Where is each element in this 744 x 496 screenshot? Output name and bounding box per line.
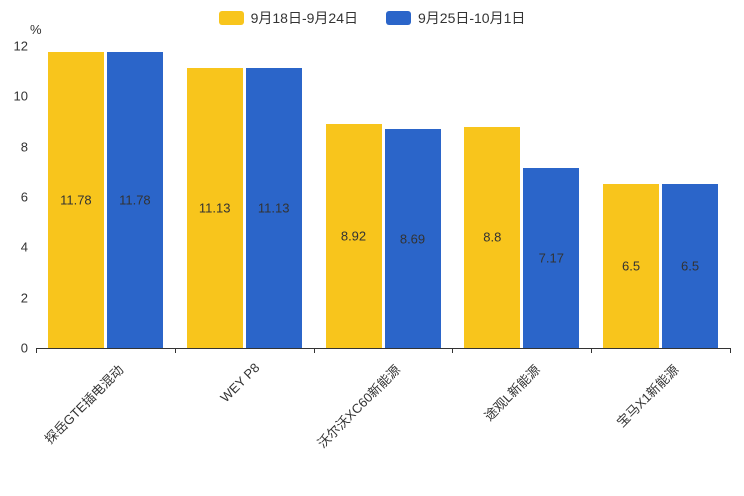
- legend-label: 9月18日-9月24日: [250, 10, 358, 26]
- x-category-label: 沃尔沃XC60新能源: [314, 362, 404, 451]
- bar-series2-cat4: 7.17: [523, 167, 580, 348]
- x-axis-tick: [591, 348, 593, 353]
- bar-series2-cat3: 8.69: [384, 129, 441, 348]
- y-tick-label: 12: [13, 38, 28, 54]
- y-tick-label: 8: [20, 139, 28, 155]
- legend: 9月18日-9月24日 9月25日-10月1日: [0, 8, 744, 28]
- legend-label: 9月25日-10月1日: [418, 10, 526, 26]
- legend-item-2[interactable]: 9月25日-10月1日: [386, 8, 525, 28]
- bar-value-label: 8.92: [340, 228, 367, 244]
- x-axis-tick: [36, 348, 37, 353]
- bar-series2-cat2: 11.13: [245, 67, 302, 348]
- bar-value-label: 7.17: [538, 250, 564, 266]
- x-axis-line: [36, 348, 730, 349]
- y-tick-label: 2: [20, 290, 28, 306]
- bar-series1-cat4: 8.8: [464, 126, 521, 348]
- x-axis-tick: [730, 348, 731, 353]
- y-tick-label: 10: [13, 88, 28, 104]
- y-tick-label: 6: [20, 189, 28, 205]
- bar-value-label: 8.69: [399, 231, 426, 247]
- bar-series2-cat1: 11.78: [106, 51, 163, 348]
- bar-value-label: 11.13: [198, 200, 231, 216]
- bar-series1-cat1: 11.78: [47, 51, 104, 348]
- y-axis-unit-label: %: [30, 22, 42, 37]
- bar-value-label: 6.5: [622, 258, 641, 274]
- legend-swatch-icon: [386, 11, 411, 25]
- bar-series1-cat3: 8.92: [325, 123, 382, 348]
- bar-series1-cat2: 11.13: [186, 67, 243, 348]
- y-tick-label: 4: [20, 239, 28, 255]
- x-category-label: 宝马X1新能源: [613, 362, 682, 430]
- bar-series1-cat5: 6.5: [603, 184, 660, 348]
- x-category-label: WEY P8: [217, 360, 263, 406]
- x-axis-tick: [452, 348, 454, 353]
- bar-value-label: 11.13: [257, 200, 290, 216]
- y-tick-label: 0: [20, 340, 28, 356]
- x-category-label: 途观L新能源: [480, 362, 543, 424]
- bar-value-label: 11.78: [60, 192, 92, 208]
- bar-value-label: 11.78: [119, 192, 151, 208]
- legend-swatch-icon: [218, 11, 244, 25]
- x-axis-tick: [313, 348, 315, 353]
- bar-series2-cat5: 6.5: [662, 184, 719, 348]
- x-category-label: 探岳GTE插电混动: [41, 362, 127, 447]
- legend-item-1[interactable]: 9月18日-9月24日: [218, 8, 358, 28]
- bar-value-label: 8.8: [483, 229, 502, 245]
- bar-value-label: 6.5: [681, 258, 700, 274]
- x-axis-tick: [174, 348, 176, 353]
